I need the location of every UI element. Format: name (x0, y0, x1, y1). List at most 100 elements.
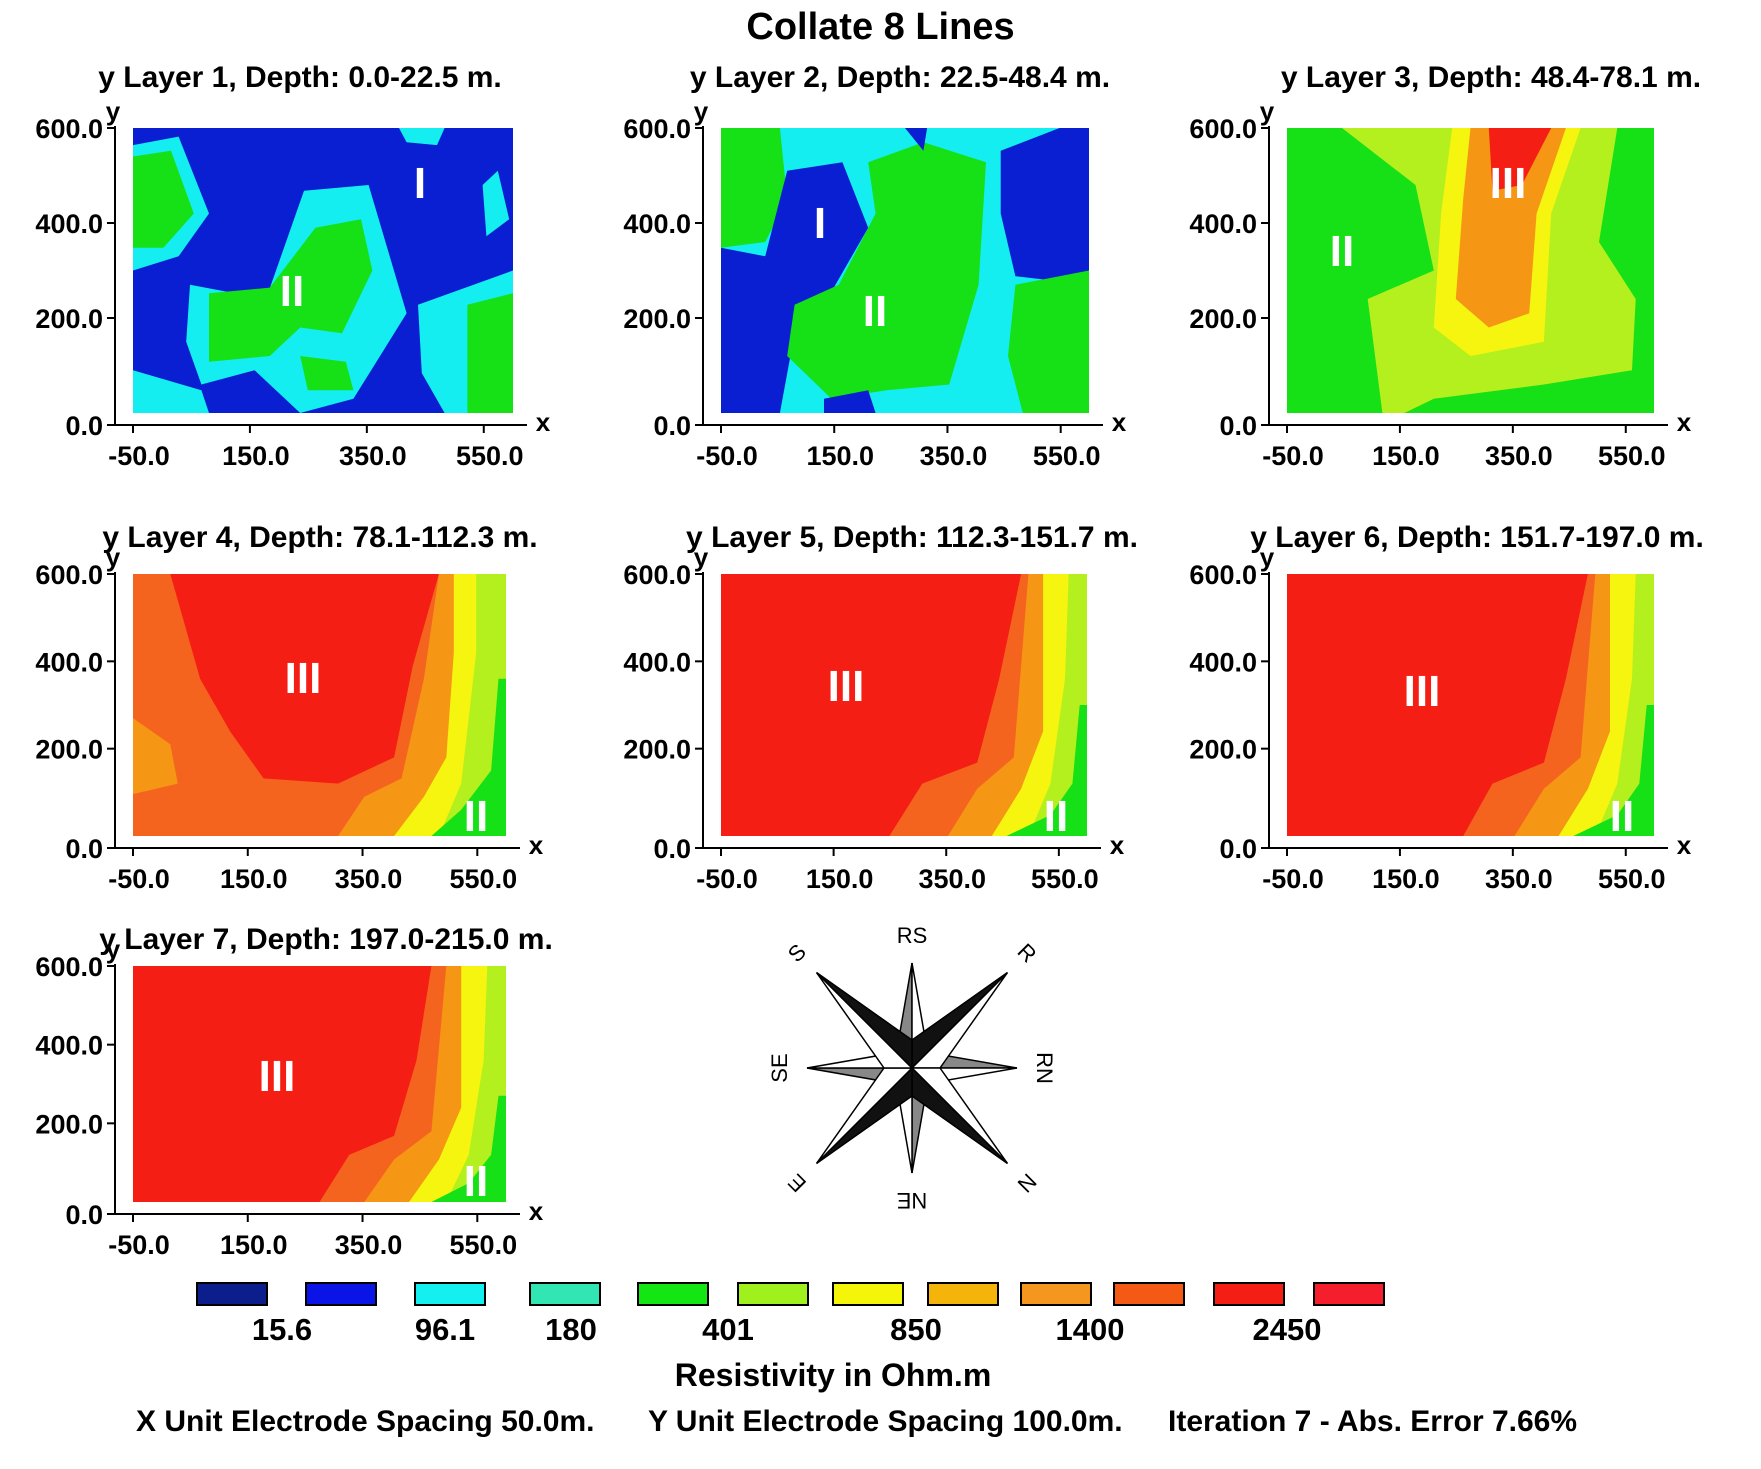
x-tick-label: 350.0 (335, 1230, 403, 1260)
compass-ray (910, 972, 1009, 1069)
contour-fills (721, 574, 1087, 836)
y-tick-label: 600.0 (35, 114, 103, 144)
panel-title: y Layer 7, Depth: 197.0-215.0 m. (99, 923, 553, 956)
y-tick-label: 600.0 (1189, 114, 1257, 144)
y-tick-label: 200.0 (35, 304, 103, 334)
contour-fills (133, 966, 506, 1202)
x-axis-label: x (1110, 830, 1125, 860)
figure-title: Collate 8 Lines (746, 6, 1015, 48)
zone-label-II: II (863, 287, 887, 336)
contour-fills (1287, 128, 1654, 413)
layer-panel-7: y Layer 7, Depth: 197.0-215.0 m. 0.0 200.0… (35, 923, 552, 1260)
y-tick-label: 400.0 (1189, 647, 1257, 677)
contour-band-5 (438, 574, 506, 836)
compass-ray (911, 1066, 1008, 1165)
compass-label-rs: RS (897, 923, 928, 948)
x-tick-label: 550.0 (1598, 441, 1666, 471)
y-axis-label: y (1260, 542, 1275, 572)
y-tick-label: 0.0 (653, 834, 691, 864)
contour-band-9 (133, 370, 209, 413)
x-tick-label: 150.0 (806, 441, 874, 471)
compass-label-se: SE (767, 1053, 792, 1082)
colorbar-tick-label: 850 (890, 1312, 942, 1347)
contour-band-4 (1028, 574, 1087, 836)
colorbar-tick-label: 2450 (1252, 1312, 1322, 1347)
colorbar-swatch (305, 1282, 377, 1306)
zone-label-II: II (1330, 227, 1354, 276)
contour-band-7 (467, 293, 513, 413)
compass-label-rn: RN (1032, 1052, 1057, 1084)
y-tick-label: 200.0 (1189, 304, 1257, 334)
y-tick-label: 200.0 (1189, 735, 1257, 765)
colorbar-swatch (1313, 1282, 1385, 1306)
y-tick-label: 400.0 (35, 1031, 103, 1061)
contour-fills (1287, 574, 1654, 836)
y-spacing-note: Y Unit Electrode Spacing 100.0m. (648, 1405, 1123, 1438)
zone-label-III: III (259, 1052, 296, 1101)
colorbar-swatch (196, 1282, 268, 1306)
compass-label-ne: NE (897, 1188, 928, 1213)
x-tick-label: -50.0 (108, 441, 170, 471)
contour-band-2 (133, 150, 194, 248)
compass-rose: RS R RN N NE E SE S (767, 923, 1057, 1213)
iteration-note: Iteration 7 - Abs. Error 7.66% (1168, 1405, 1578, 1438)
zone-label-II: II (280, 267, 304, 316)
contour-band-6 (431, 678, 506, 836)
compass-ray (815, 1067, 914, 1164)
x-tick-label: 350.0 (1485, 441, 1553, 471)
x-tick-label: 350.0 (920, 441, 988, 471)
colorbar-tick-label: 96.1 (414, 1312, 476, 1347)
x-axis-label: x (1677, 407, 1692, 437)
y-tick-label: 0.0 (65, 834, 103, 864)
x-tick-label: -50.0 (108, 864, 170, 894)
colorbar-swatch (529, 1282, 601, 1306)
layer-panel-5: y Layer 5, Depth: 112.3-151.7 m. 0.0 200.0… (623, 521, 1138, 894)
layer-panel-2: y Layer 2, Depth: 22.5-48.4 m. 0.0 200.0 40… (623, 61, 1126, 471)
y-axis-label: y (106, 934, 121, 964)
layer-panel-6: y Layer 6, Depth: 151.7-197.0 m. 0.0 200.0… (1189, 521, 1703, 894)
x-tick-label: -50.0 (1262, 441, 1324, 471)
contour-band-5 (300, 356, 354, 391)
y-tick-label: 400.0 (1189, 209, 1257, 239)
colorbar-swatch (832, 1282, 904, 1306)
contour-band-6 (905, 128, 928, 151)
y-tick-label: 600.0 (623, 560, 691, 590)
colorbar-tick-label: 401 (702, 1312, 754, 1347)
y-axis-label: y (694, 96, 709, 126)
zone-label-II: II (464, 792, 488, 841)
contour-band-5 (1573, 705, 1654, 836)
x-tick-label: 150.0 (220, 864, 288, 894)
contour-band-7 (824, 390, 876, 413)
zone-label-III: III (285, 654, 322, 703)
contour-fills (721, 128, 1089, 413)
contour-band-4 (1488, 128, 1552, 191)
zone-label-III: III (1490, 159, 1527, 208)
compass-label-n: N (1013, 1169, 1042, 1198)
colorbar-swatch (1113, 1282, 1185, 1306)
panel-title: y Layer 6, Depth: 151.7-197.0 m. (1250, 521, 1704, 554)
x-tick-label: 550.0 (1031, 864, 1099, 894)
zone-label-II: II (1610, 792, 1634, 841)
colorbar-swatch (637, 1282, 709, 1306)
x-axis-label: x (1677, 830, 1692, 860)
contour-band-10 (399, 128, 445, 146)
colorbar-title: Resistivity in Ohm.m (674, 1357, 992, 1393)
colorbar-swatch (1213, 1282, 1285, 1306)
panel-title: y Layer 1, Depth: 0.0-22.5 m. (98, 61, 502, 94)
layer-panel-1: y Layer 1, Depth: 0.0-22.5 m. 0.0 200.0 400… (35, 61, 550, 471)
contour-band-4 (1595, 574, 1654, 836)
compass-label-r: R (1013, 939, 1042, 968)
y-tick-label: 400.0 (623, 647, 691, 677)
x-tick-label: 550.0 (1033, 441, 1101, 471)
colorbar-tick-label: 1400 (1055, 1312, 1125, 1347)
contour-band-3 (1455, 128, 1566, 328)
compass-label-e: E (783, 1169, 811, 1197)
x-tick-label: 150.0 (222, 441, 290, 471)
panel-title: y Layer 5, Depth: 112.3-151.7 m. (686, 521, 1138, 554)
colorbar-tick-label: 180 (545, 1312, 597, 1347)
colorbar-swatch (737, 1282, 809, 1306)
contour-fills (133, 128, 513, 413)
x-tick-label: 350.0 (339, 441, 407, 471)
y-tick-label: 200.0 (623, 735, 691, 765)
